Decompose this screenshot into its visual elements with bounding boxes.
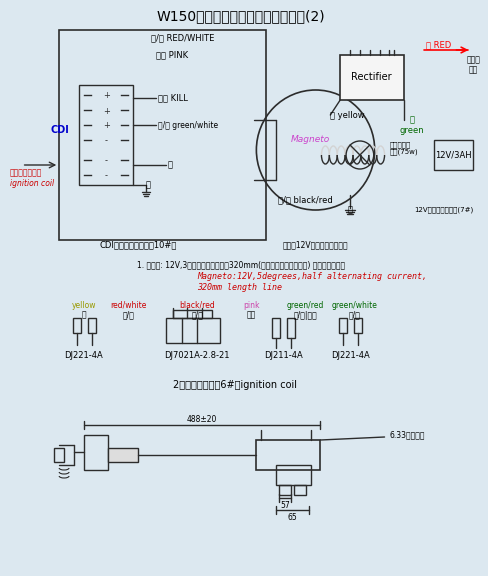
Text: -: - xyxy=(105,137,108,146)
Bar xyxy=(276,465,310,485)
Text: 红/白: 红/白 xyxy=(122,310,134,320)
Text: 黄: 黄 xyxy=(81,310,86,320)
Text: W150运动版油冷发动机电气原理图(2): W150运动版油冷发动机电气原理图(2) xyxy=(156,9,325,23)
Text: 57: 57 xyxy=(280,501,290,510)
Text: CDI数字逻辑点火器（10#）: CDI数字逻辑点火器（10#） xyxy=(100,241,177,249)
Bar xyxy=(340,55,404,100)
Text: green/red: green/red xyxy=(287,301,325,309)
Text: 单相极12V半波交流滤磁电机: 单相极12V半波交流滤磁电机 xyxy=(283,241,348,249)
Bar xyxy=(173,310,212,318)
Text: -: - xyxy=(105,172,108,180)
Text: 黄 yellow: 黄 yellow xyxy=(330,111,365,119)
Text: +: + xyxy=(103,107,110,116)
Bar xyxy=(79,85,133,185)
Text: green/white: green/white xyxy=(332,301,378,309)
Bar xyxy=(339,318,347,333)
Text: 黑/红: 黑/红 xyxy=(191,310,203,320)
Text: DJ211-4A: DJ211-4A xyxy=(264,351,303,359)
Text: 1. 磁电机: 12V,3极、半波交流，线长320mm(关于总成到进线端距离) 接插状态如图：: 1. 磁电机: 12V,3极、半波交流，线长320mm(关于总成到进线端距离) … xyxy=(137,260,345,270)
Text: yellow: yellow xyxy=(72,301,96,309)
Text: 蓄电池
正极: 蓄电池 正极 xyxy=(467,55,480,75)
Text: 12V/3AH: 12V/3AH xyxy=(435,150,472,160)
Text: 地: 地 xyxy=(347,206,352,214)
Text: 绿/红|白粉: 绿/红|白粉 xyxy=(294,310,318,320)
Text: Magneto:12V,5degrees,half alternating current,
320mm length line: Magneto:12V,5degrees,half alternating cu… xyxy=(197,272,427,291)
Bar xyxy=(294,485,305,495)
Text: 2、点火线圈：（6#）ignition coil: 2、点火线圈：（6#）ignition coil xyxy=(173,380,297,390)
Text: CDI: CDI xyxy=(50,125,69,135)
Text: -: - xyxy=(105,157,108,165)
Text: 红 RED: 红 RED xyxy=(426,40,451,50)
Bar xyxy=(354,318,362,333)
Text: 粉红 PINK: 粉红 PINK xyxy=(157,51,189,59)
Text: 绿/白 green/white: 绿/白 green/white xyxy=(158,120,218,130)
Text: 地: 地 xyxy=(145,180,150,190)
Bar xyxy=(256,440,321,470)
Text: +: + xyxy=(103,92,110,100)
Text: 到点火线圈初级
ignition coil: 到点火线圈初级 ignition coil xyxy=(10,168,54,188)
Bar xyxy=(88,318,96,333)
Bar xyxy=(279,485,291,495)
Text: DJ221-4A: DJ221-4A xyxy=(64,351,103,359)
Bar xyxy=(59,30,266,240)
Text: 绿/白: 绿/白 xyxy=(349,310,361,320)
Text: Rectifier: Rectifier xyxy=(351,72,392,82)
Bar xyxy=(54,448,64,462)
Text: 大灯等支架
负载(75w): 大灯等支架 负载(75w) xyxy=(389,141,418,155)
Bar xyxy=(287,318,295,338)
Text: +: + xyxy=(103,122,110,131)
Bar xyxy=(84,435,108,470)
Bar xyxy=(165,318,220,343)
Text: black/red: black/red xyxy=(179,301,215,309)
Text: 红/白 RED/WHITE: 红/白 RED/WHITE xyxy=(151,33,214,43)
Bar xyxy=(108,448,138,462)
Text: Magneto: Magneto xyxy=(291,135,330,145)
Text: 65: 65 xyxy=(287,513,297,521)
Text: 熄火 KILL: 熄火 KILL xyxy=(158,93,188,103)
Text: 12V半波调压整流器(7#): 12V半波调压整流器(7#) xyxy=(414,207,473,213)
Text: 488±20: 488±20 xyxy=(187,415,217,425)
Text: DJ7021A-2.8-21: DJ7021A-2.8-21 xyxy=(164,351,230,359)
Text: 绿
green: 绿 green xyxy=(400,115,425,135)
Bar xyxy=(434,140,473,170)
Text: DJ221-4A: DJ221-4A xyxy=(331,351,369,359)
Text: red/white: red/white xyxy=(110,301,146,309)
Text: 黑/红 black/red: 黑/红 black/red xyxy=(278,195,333,204)
Text: pink: pink xyxy=(243,301,260,309)
Text: 粉红: 粉红 xyxy=(247,310,256,320)
Bar xyxy=(272,318,280,338)
Bar xyxy=(73,318,81,333)
Text: 6.33插接端片: 6.33插接端片 xyxy=(389,430,425,439)
Text: 地: 地 xyxy=(168,161,173,169)
